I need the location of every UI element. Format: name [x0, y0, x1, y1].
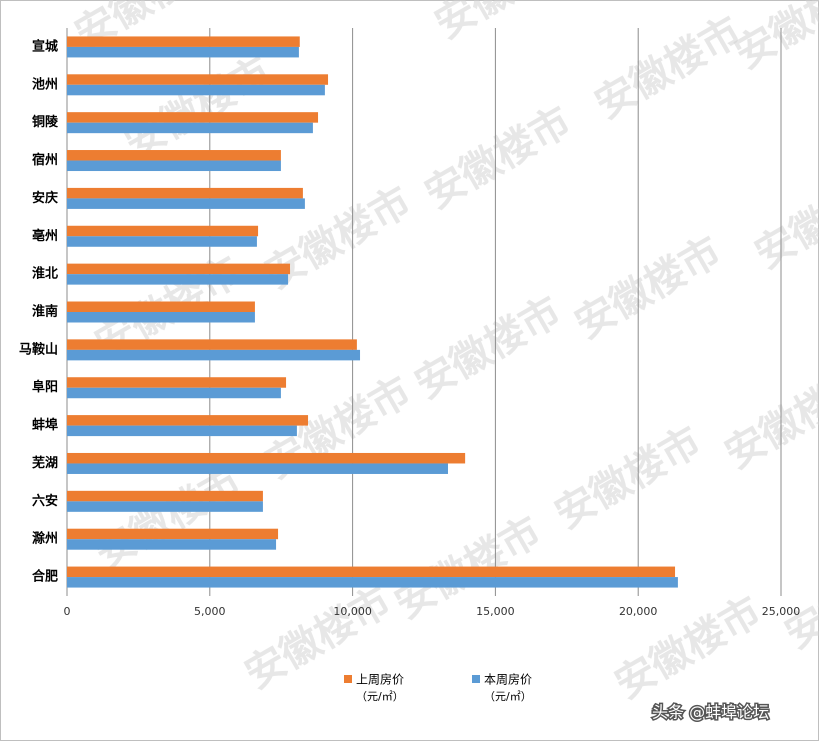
- y-tick-label: 安庆: [32, 190, 58, 206]
- y-tick-label: 马鞍山: [19, 341, 58, 357]
- y-tick-label: 铜陵: [31, 114, 59, 130]
- legend-unit: （元/㎡）: [356, 690, 404, 703]
- y-tick-label: 滁州: [32, 531, 58, 547]
- legend-swatch: [344, 675, 352, 683]
- bar: [67, 452, 466, 464]
- bar: [67, 225, 259, 237]
- bar: [67, 501, 263, 512]
- plot: 0 5,000 10,000 15,000 20,000 25,000 宣城池州铜陵宿州安庆…: [19, 28, 800, 703]
- bar: [67, 36, 300, 47]
- footer: 头条 @蚌埠论坛: [652, 703, 769, 722]
- y-tick-label: 淮南: [31, 304, 58, 320]
- bar: [67, 112, 319, 123]
- y-tick-label: 蚌埠: [32, 417, 58, 433]
- bar: [67, 160, 281, 172]
- legend-unit: （元/㎡）: [484, 690, 532, 703]
- bar: [67, 312, 255, 323]
- bar: [67, 274, 289, 285]
- x-tick-label: 15,000: [476, 605, 515, 618]
- bar: [67, 349, 361, 361]
- bar: [67, 187, 303, 199]
- legend-label: 本周房价: [484, 672, 532, 687]
- x-tick-label: 0: [64, 605, 71, 618]
- bar: [67, 74, 329, 85]
- bar: [67, 566, 676, 578]
- bar: [67, 198, 305, 209]
- y-tick-label: 芜湖: [32, 455, 58, 471]
- bar: [67, 490, 263, 502]
- x-tick-label: 25,000: [762, 605, 801, 618]
- y-tick-label: 六安: [32, 493, 58, 509]
- bar: [67, 46, 299, 58]
- bar: [67, 539, 277, 550]
- bar: [67, 577, 678, 588]
- bar: [67, 236, 257, 247]
- bar: [67, 377, 287, 388]
- bar: [67, 150, 281, 161]
- bar: [67, 122, 313, 134]
- x-tick-label: 5,000: [194, 605, 226, 618]
- bar: [67, 463, 448, 474]
- x-tick-label: 20,000: [619, 605, 658, 618]
- bar: [67, 339, 357, 350]
- legend-label: 上周房价: [356, 672, 404, 687]
- bar: [67, 263, 291, 275]
- bar: [67, 425, 297, 437]
- y-tick-label: 宣城: [32, 38, 58, 54]
- bar: [67, 415, 309, 426]
- y-tick-label: 池州: [32, 76, 58, 92]
- bar: [67, 528, 279, 540]
- bar: [67, 387, 281, 399]
- bar: [67, 84, 325, 96]
- y-tick-label: 阜阳: [32, 379, 58, 395]
- y-tick-label: 合肥: [32, 569, 58, 585]
- y-tick-label: 淮北: [31, 266, 58, 282]
- y-tick-label: 亳州: [32, 228, 58, 244]
- y-tick-label: 宿州: [32, 152, 58, 168]
- x-tick-label: 10,000: [333, 605, 372, 618]
- legend-swatch: [472, 675, 480, 683]
- bar: [67, 301, 255, 312]
